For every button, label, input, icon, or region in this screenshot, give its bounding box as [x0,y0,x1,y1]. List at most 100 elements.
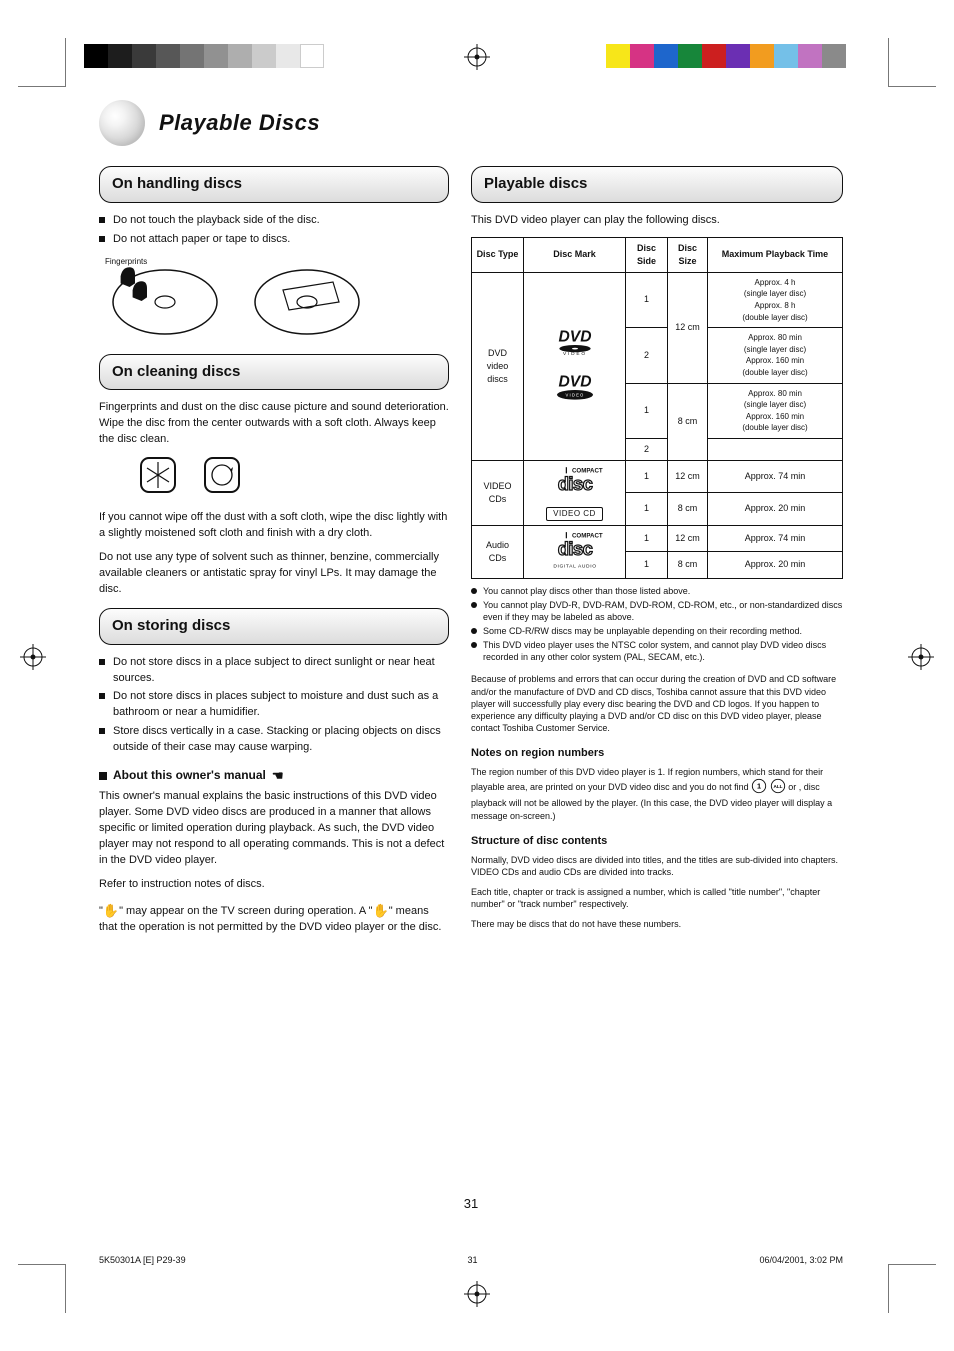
cell: 1 [626,383,668,438]
crop-mark [888,1264,936,1265]
cell [708,438,843,460]
list-item: Store discs vertically in a case. Stacki… [99,724,449,756]
cell-type: VIDEO CDs [472,460,524,525]
cell: 8 cm [668,493,708,525]
heading-text: About this owner's manual [113,767,266,784]
th-type: Disc Type [472,237,524,272]
cell-type: DVD video discs [472,272,524,460]
crop-mark [888,1265,889,1313]
cell: 1 [626,525,668,552]
table-row: VIDEO CDs COMPACT disc VIDEO CD [472,460,843,492]
svg-text:ALL: ALL [773,784,782,789]
video-cd-box: VIDEO CD [546,507,603,521]
section-handling: On handling discs [99,166,449,203]
color-bar [606,44,846,68]
p: If you cannot wipe off the dust with a s… [99,510,449,542]
p: There may be discs that do not have thes… [471,918,843,930]
svg-text:disc: disc [557,538,592,559]
registration-mark-icon [464,44,490,70]
t: " may appear on the TV screen during ope… [119,905,372,917]
page-title-row: Playable Discs [99,100,843,146]
region-all-icon: ALL [770,778,786,797]
table-header-row: Disc Type Disc Mark Disc Side Disc Size … [472,237,843,272]
footer-file: 5K50301A [E] P29-39 [99,1255,186,1265]
cell: Approx. 80 min (single layer disc) Appro… [708,328,843,383]
cell: 12 cm [668,525,708,552]
cell: 2 [626,438,668,460]
svg-text:DVD: DVD [558,328,591,345]
region-body: The region number of this DVD video play… [471,766,843,822]
finger-label: Fingerprints [105,256,147,268]
registration-mark-icon [20,644,46,670]
disc-table: Disc Type Disc Mark Disc Side Disc Size … [471,237,843,579]
section-playable: Playable discs [471,166,843,203]
compact-disc-audio-logo-icon: COMPACT disc DIGITAL AUDIO [538,530,612,570]
svg-text:DIGITAL AUDIO: DIGITAL AUDIO [553,563,596,569]
crop-mark [65,38,66,86]
cell-mark: COMPACT disc VIDEO CD [524,460,626,525]
cell: Approx. 74 min [708,525,843,552]
dvd-logo-icon: DVD VIDEO [539,328,611,356]
below-table-notes: You cannot play discs other than those l… [471,585,843,664]
crop-mark [65,1265,66,1313]
stop-note: "✋" may appear on the TV screen during o… [99,901,449,936]
svg-text:disc: disc [557,473,592,494]
cell: Approx. 74 min [708,460,843,492]
p: Normally, DVD video discs are divided in… [471,854,843,878]
crop-mark [18,1264,66,1265]
copyright-note: Because of problems and errors that can … [471,673,843,734]
wipe-outward-icon [139,456,177,500]
list-item: Do not touch the playback side of the di… [99,213,449,229]
list-item: This DVD video player uses the NTSC colo… [471,639,843,663]
svg-text:VIDEO: VIDEO [563,351,587,356]
footer-pagenum: 31 [468,1255,478,1265]
cell-type: Audio CDs [472,525,524,578]
page-title: Playable Discs [159,110,320,136]
list-item: Do not store discs in a place subject to… [99,655,449,687]
wipe-illustration [139,456,449,500]
grayscale-bar [84,44,324,68]
square-bullet-icon [99,772,107,780]
wipe-circular-icon [203,456,241,500]
list-item: Some CD-R/RW discs may be unplayable dep… [471,625,843,637]
cell: 1 [626,552,668,579]
compact-disc-logo-icon: COMPACT disc [538,465,612,499]
th-mark: Disc Mark [524,237,626,272]
sphere-icon [99,100,145,146]
crop-mark [888,38,889,86]
page-content: Playable Discs On handling discs Do not … [99,100,843,944]
svg-text:1: 1 [757,782,761,791]
cell: Approx. 80 min (single layer disc) Appro… [708,383,843,438]
list-item: Do not store discs in places subject to … [99,689,449,721]
region-heading: Notes on region numbers [471,746,843,762]
list-item: You cannot play DVD-R, DVD-RAM, DVD-ROM,… [471,599,843,623]
region1-icon: 1 [751,778,767,797]
tape-disc-icon [247,256,367,342]
th-size: Disc Size [668,237,708,272]
svg-text:VIDEO: VIDEO [565,392,584,397]
p: This owner's manual explains the basic i… [99,789,449,869]
intro: This DVD video player can play the follo… [471,213,843,229]
cell-mark: COMPACT disc DIGITAL AUDIO [524,525,626,578]
crop-mark [888,86,936,87]
cell: Approx. 20 min [708,493,843,525]
p: Do not use any type of solvent such as t… [99,550,449,598]
cell-mark: DVD VIDEO DVD VIDEO [524,272,626,460]
page-number: 31 [99,1196,843,1211]
registration-mark-icon [464,1281,490,1307]
p: Fingerprints and dust on the disc cause … [99,400,449,448]
footer-date: 06/04/2001, 3:02 PM [759,1255,843,1265]
structure-heading: Structure of disc contents [471,834,843,850]
cell: 1 [626,272,668,327]
table-row: Audio CDs COMPACT disc DIGITAL AUDIO [472,525,843,552]
cell: 8 cm [668,552,708,579]
th-time: Maximum Playback Time [708,237,843,272]
th-side: Disc Side [626,237,668,272]
registration-mark-icon [908,644,934,670]
handling-list: Do not touch the playback side of the di… [99,213,449,248]
fingerprint-disc-icon: Fingerprints [105,256,225,342]
storing-list: Do not store discs in a place subject to… [99,655,449,757]
footer-meta: 5K50301A [E] P29-39 31 06/04/2001, 3:02 … [99,1255,843,1265]
p: Each title, chapter or track is assigned… [471,886,843,910]
cell: 1 [626,460,668,492]
